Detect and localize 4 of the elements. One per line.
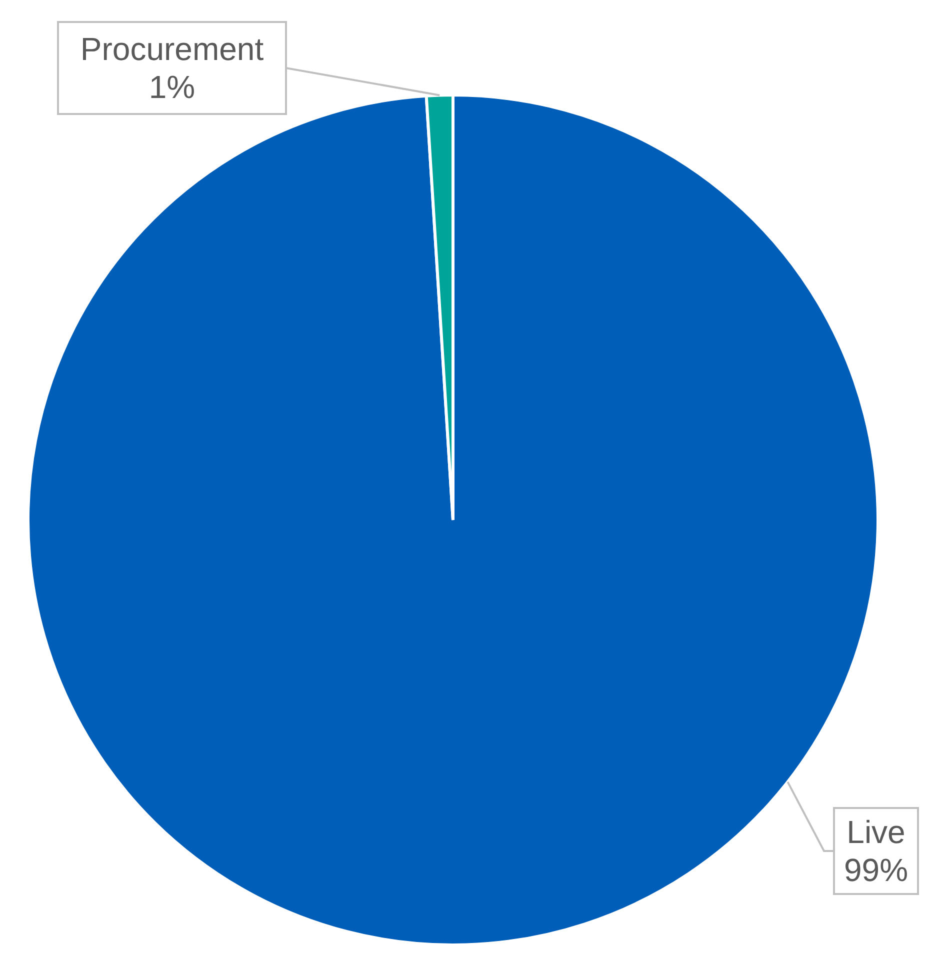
slice-label: Procurement xyxy=(80,31,264,67)
data-label: 1% xyxy=(148,69,196,105)
slice-label: Live xyxy=(846,814,906,850)
data-label: 99% xyxy=(844,852,908,888)
